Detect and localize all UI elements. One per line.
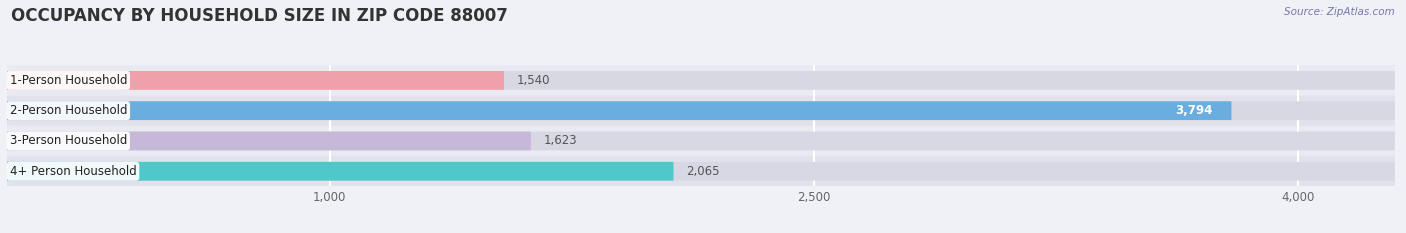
FancyBboxPatch shape bbox=[7, 162, 673, 181]
Text: 2,065: 2,065 bbox=[686, 165, 720, 178]
Text: 1-Person Household: 1-Person Household bbox=[10, 74, 127, 87]
Text: 3-Person Household: 3-Person Household bbox=[10, 134, 127, 147]
FancyBboxPatch shape bbox=[7, 71, 503, 90]
Text: 1,540: 1,540 bbox=[517, 74, 550, 87]
Text: 1,623: 1,623 bbox=[544, 134, 578, 147]
Text: 2-Person Household: 2-Person Household bbox=[10, 104, 127, 117]
Text: 4+ Person Household: 4+ Person Household bbox=[10, 165, 136, 178]
FancyBboxPatch shape bbox=[7, 101, 1232, 120]
FancyBboxPatch shape bbox=[7, 162, 1395, 181]
Text: OCCUPANCY BY HOUSEHOLD SIZE IN ZIP CODE 88007: OCCUPANCY BY HOUSEHOLD SIZE IN ZIP CODE … bbox=[11, 7, 508, 25]
Bar bbox=[7, 156, 1395, 186]
FancyBboxPatch shape bbox=[7, 71, 1395, 90]
FancyBboxPatch shape bbox=[7, 101, 1395, 120]
FancyBboxPatch shape bbox=[7, 132, 531, 150]
Text: 3,794: 3,794 bbox=[1175, 104, 1212, 117]
Text: Source: ZipAtlas.com: Source: ZipAtlas.com bbox=[1284, 7, 1395, 17]
Bar bbox=[7, 96, 1395, 126]
Bar bbox=[7, 126, 1395, 156]
Bar bbox=[7, 65, 1395, 96]
FancyBboxPatch shape bbox=[7, 132, 1395, 150]
